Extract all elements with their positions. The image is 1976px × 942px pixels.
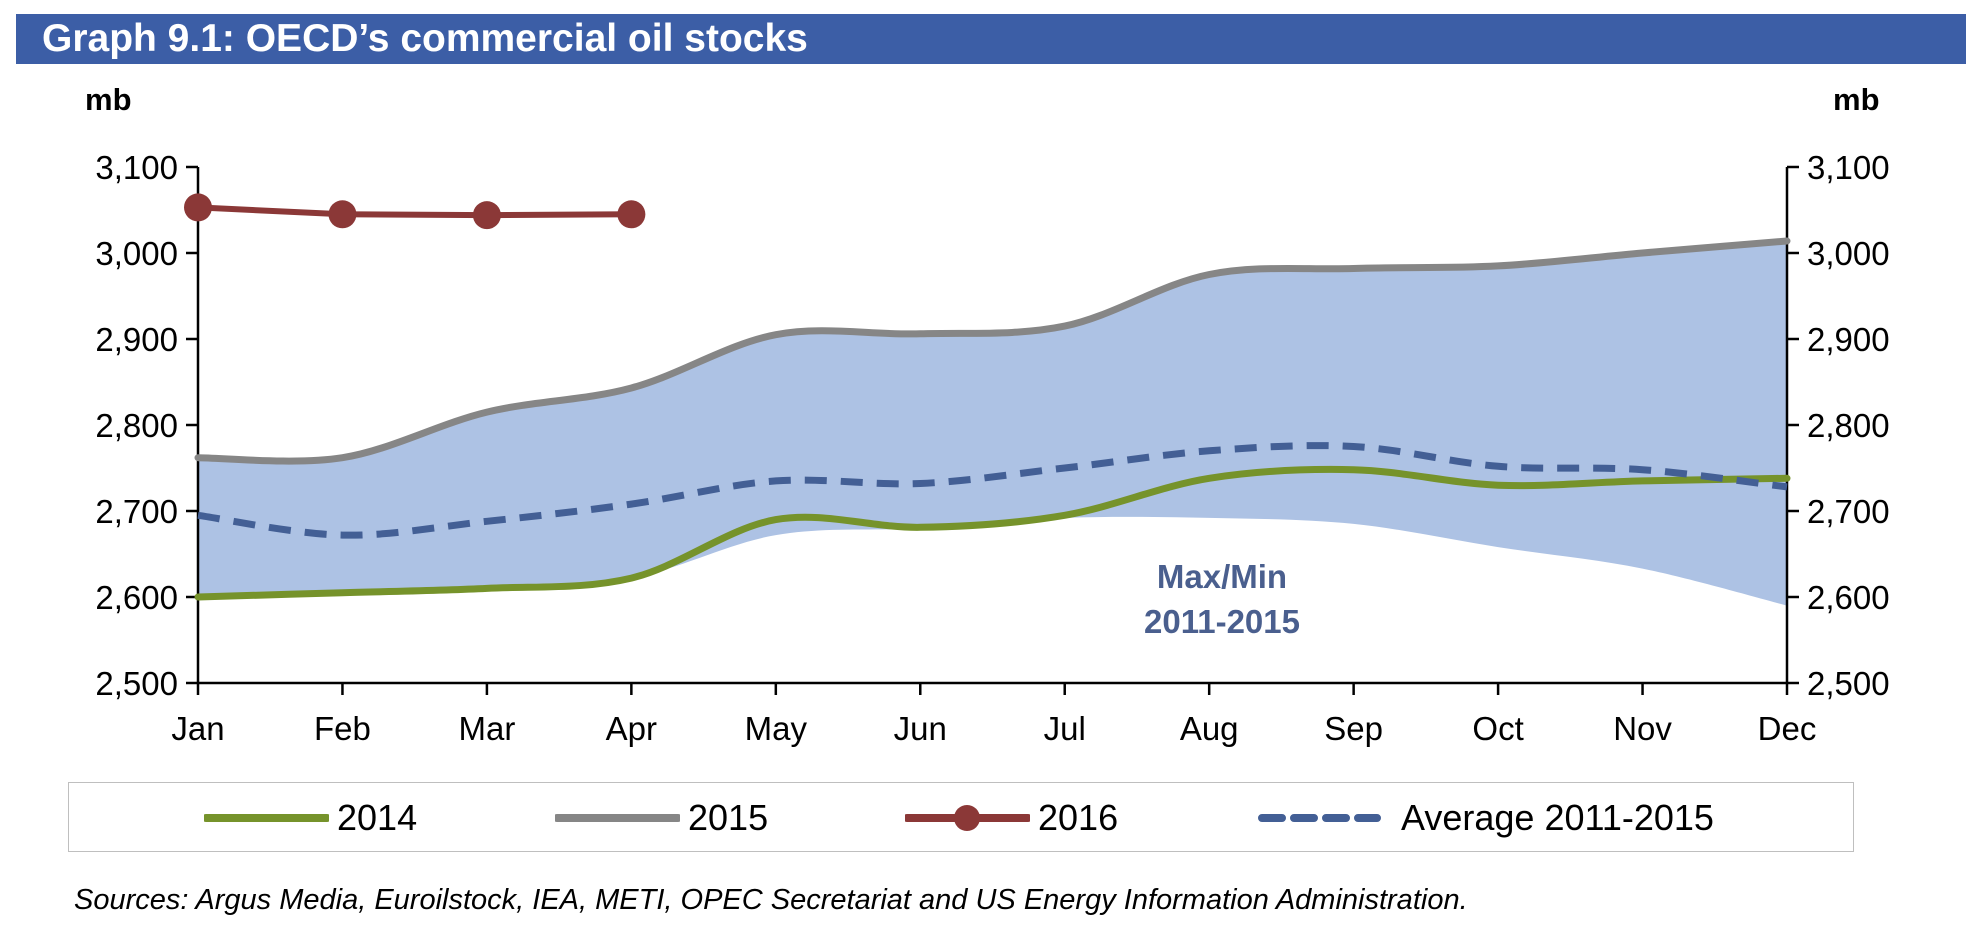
legend-swatch-2016 xyxy=(905,805,1030,831)
x-tick-label: Nov xyxy=(1613,710,1672,747)
sources-note: Sources: Argus Media, Euroilstock, IEA, … xyxy=(74,884,1468,916)
x-tick-label: May xyxy=(745,710,808,747)
series-line-2016 xyxy=(197,204,632,219)
y-axis-label-left: mb xyxy=(85,82,132,117)
y-tick-label-right: 3,000 xyxy=(1807,235,1890,272)
legend-item-average: Average 2011-2015 xyxy=(1256,783,1714,853)
legend-item-2014: 2014 xyxy=(204,783,417,853)
y-tick-label-right: 2,900 xyxy=(1807,321,1890,358)
max-min-band xyxy=(198,241,1787,606)
x-tick-label: Oct xyxy=(1472,710,1523,747)
legend-swatch-2015 xyxy=(555,814,680,822)
x-tick-label: Jun xyxy=(894,710,947,747)
series-point-2016 xyxy=(184,193,212,222)
y-tick-label-left: 2,500 xyxy=(95,665,178,702)
y-tick-label-left: 2,900 xyxy=(95,321,178,358)
series-line-2014 xyxy=(194,465,1791,601)
x-tick-label: Aug xyxy=(1180,710,1239,747)
x-tick-label: Mar xyxy=(458,710,515,747)
legend-swatch-2014 xyxy=(204,814,329,822)
x-tick-label: Feb xyxy=(314,710,371,747)
y-tick-label-right: 2,700 xyxy=(1807,493,1890,530)
series-line-2015 xyxy=(194,237,1791,465)
x-tick-label: Sep xyxy=(1324,710,1383,747)
oil-stocks-chart: mb mb 2,500 2,500 2,600 2,600 2,700 2,700 2,80… xyxy=(85,82,1890,747)
legend-label-2016: 2016 xyxy=(1038,797,1119,838)
y-tick-label-left: 2,600 xyxy=(95,579,178,616)
series-point-2016 xyxy=(472,201,501,230)
band-annotation-line-1: Max/Min xyxy=(1157,558,1287,595)
series-line-average-2011-2015 xyxy=(197,442,1788,539)
legend-item-2015: 2015 xyxy=(555,783,768,853)
legend-item-2016: 2016 xyxy=(905,783,1118,853)
y-tick-label-right: 2,800 xyxy=(1807,407,1890,444)
chart-legend: 2014 2015 2016 Average 2011-2015 xyxy=(68,782,1854,852)
x-tick-label: Dec xyxy=(1758,710,1817,747)
y-tick-label-left: 2,800 xyxy=(95,407,178,444)
series-point-2016 xyxy=(617,200,646,229)
y-tick-label-left: 3,000 xyxy=(95,235,178,272)
x-tick-label: Jul xyxy=(1044,710,1086,747)
legend-label-2014: 2014 xyxy=(337,797,418,838)
band-annotation-line-2: 2011-2015 xyxy=(1144,603,1300,640)
y-tick-label-left: 3,100 xyxy=(95,149,178,186)
x-tick-label: Apr xyxy=(606,710,657,747)
x-tick-label: Jan xyxy=(171,710,224,747)
y-tick-label-left: 2,700 xyxy=(95,493,178,530)
legend-label-average: Average 2011-2015 xyxy=(1401,797,1714,838)
chart-title: Graph 9.1: OECD’s commercial oil stocks xyxy=(16,14,1966,64)
y-tick-label-right: 2,600 xyxy=(1807,579,1890,616)
series-point-2016 xyxy=(328,200,357,229)
y-tick-label-right: 2,500 xyxy=(1807,665,1890,702)
y-tick-label-right: 3,100 xyxy=(1807,149,1890,186)
legend-swatch-average xyxy=(1258,814,1381,822)
legend-label-2015: 2015 xyxy=(688,797,769,838)
y-axis-label-right: mb xyxy=(1833,82,1880,117)
